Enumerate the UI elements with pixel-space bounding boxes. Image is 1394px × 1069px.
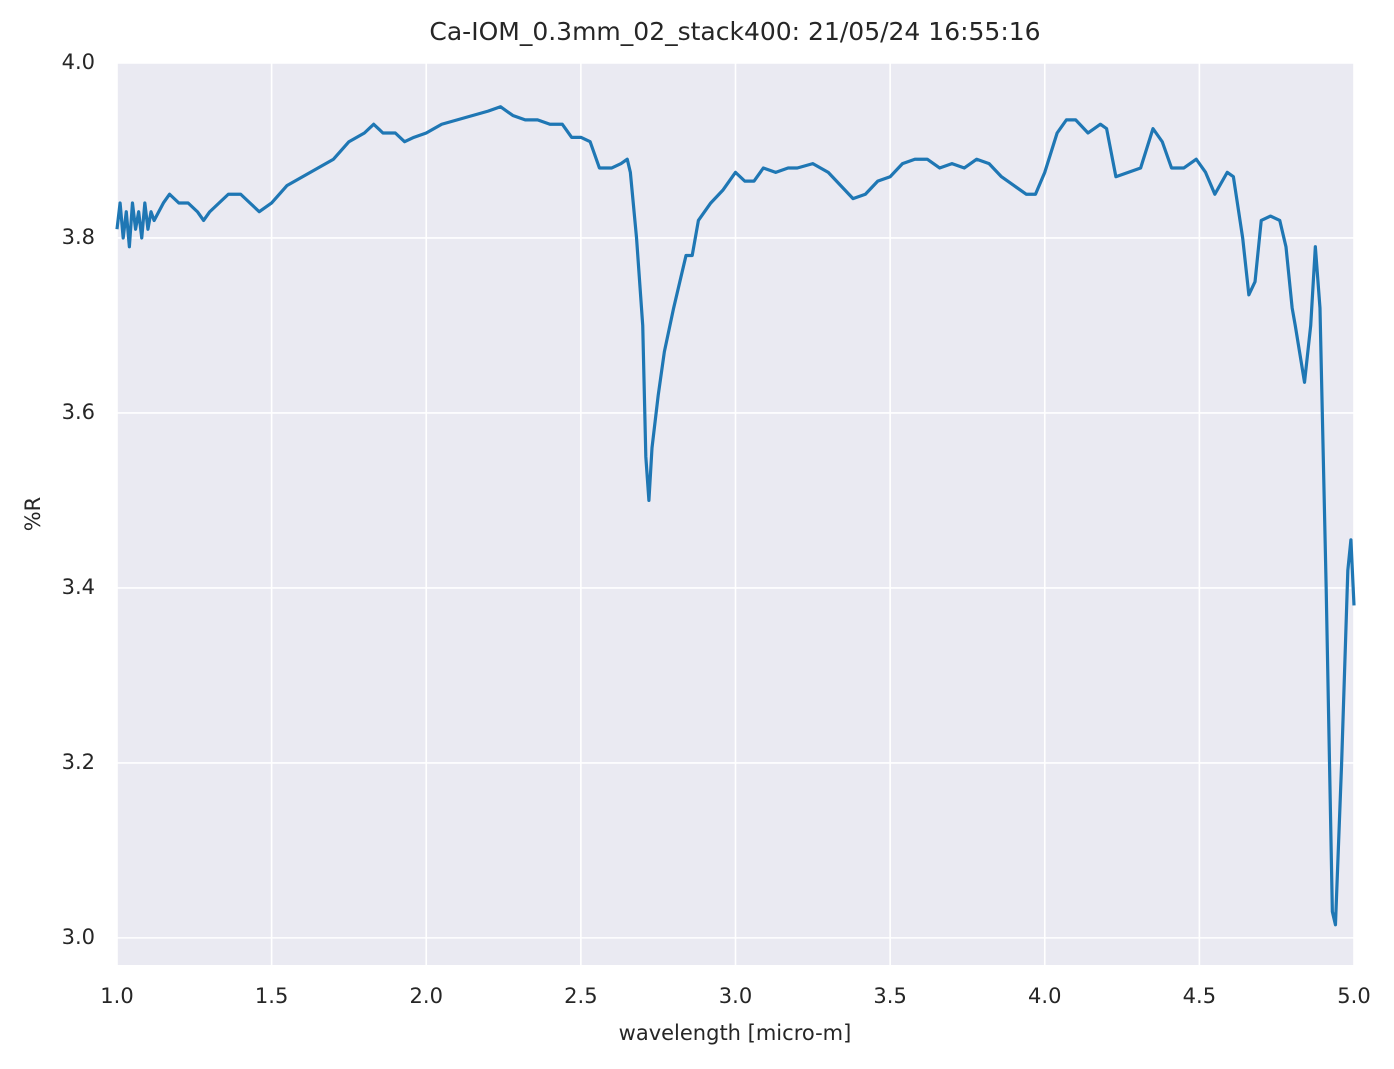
x-tick-label: 2.5 (564, 984, 597, 1008)
x-tick-label: 1.5 (255, 984, 288, 1008)
x-tick-label: 2.0 (410, 984, 443, 1008)
x-tick-label: 1.0 (100, 984, 133, 1008)
y-axis-label: %R (21, 497, 45, 532)
x-tick-label: 4.0 (1028, 984, 1061, 1008)
y-tick-label: 3.4 (62, 575, 95, 599)
x-tick-label: 5.0 (1337, 984, 1370, 1008)
y-tick-label: 3.0 (62, 925, 95, 949)
x-tick-label: 3.0 (719, 984, 752, 1008)
y-tick-label: 3.8 (62, 225, 95, 249)
x-tick-label: 4.5 (1183, 984, 1216, 1008)
x-tick-label: 3.5 (873, 984, 906, 1008)
x-axis-label: wavelength [micro-m] (619, 1021, 852, 1045)
y-tick-label: 3.6 (62, 400, 95, 424)
y-tick-label: 4.0 (62, 50, 95, 74)
y-tick-label: 3.2 (62, 750, 95, 774)
data-line (115, 105, 1356, 927)
chart-title: Ca-IOM_0.3mm_02_stack400: 21/05/24 16:55… (429, 17, 1040, 46)
